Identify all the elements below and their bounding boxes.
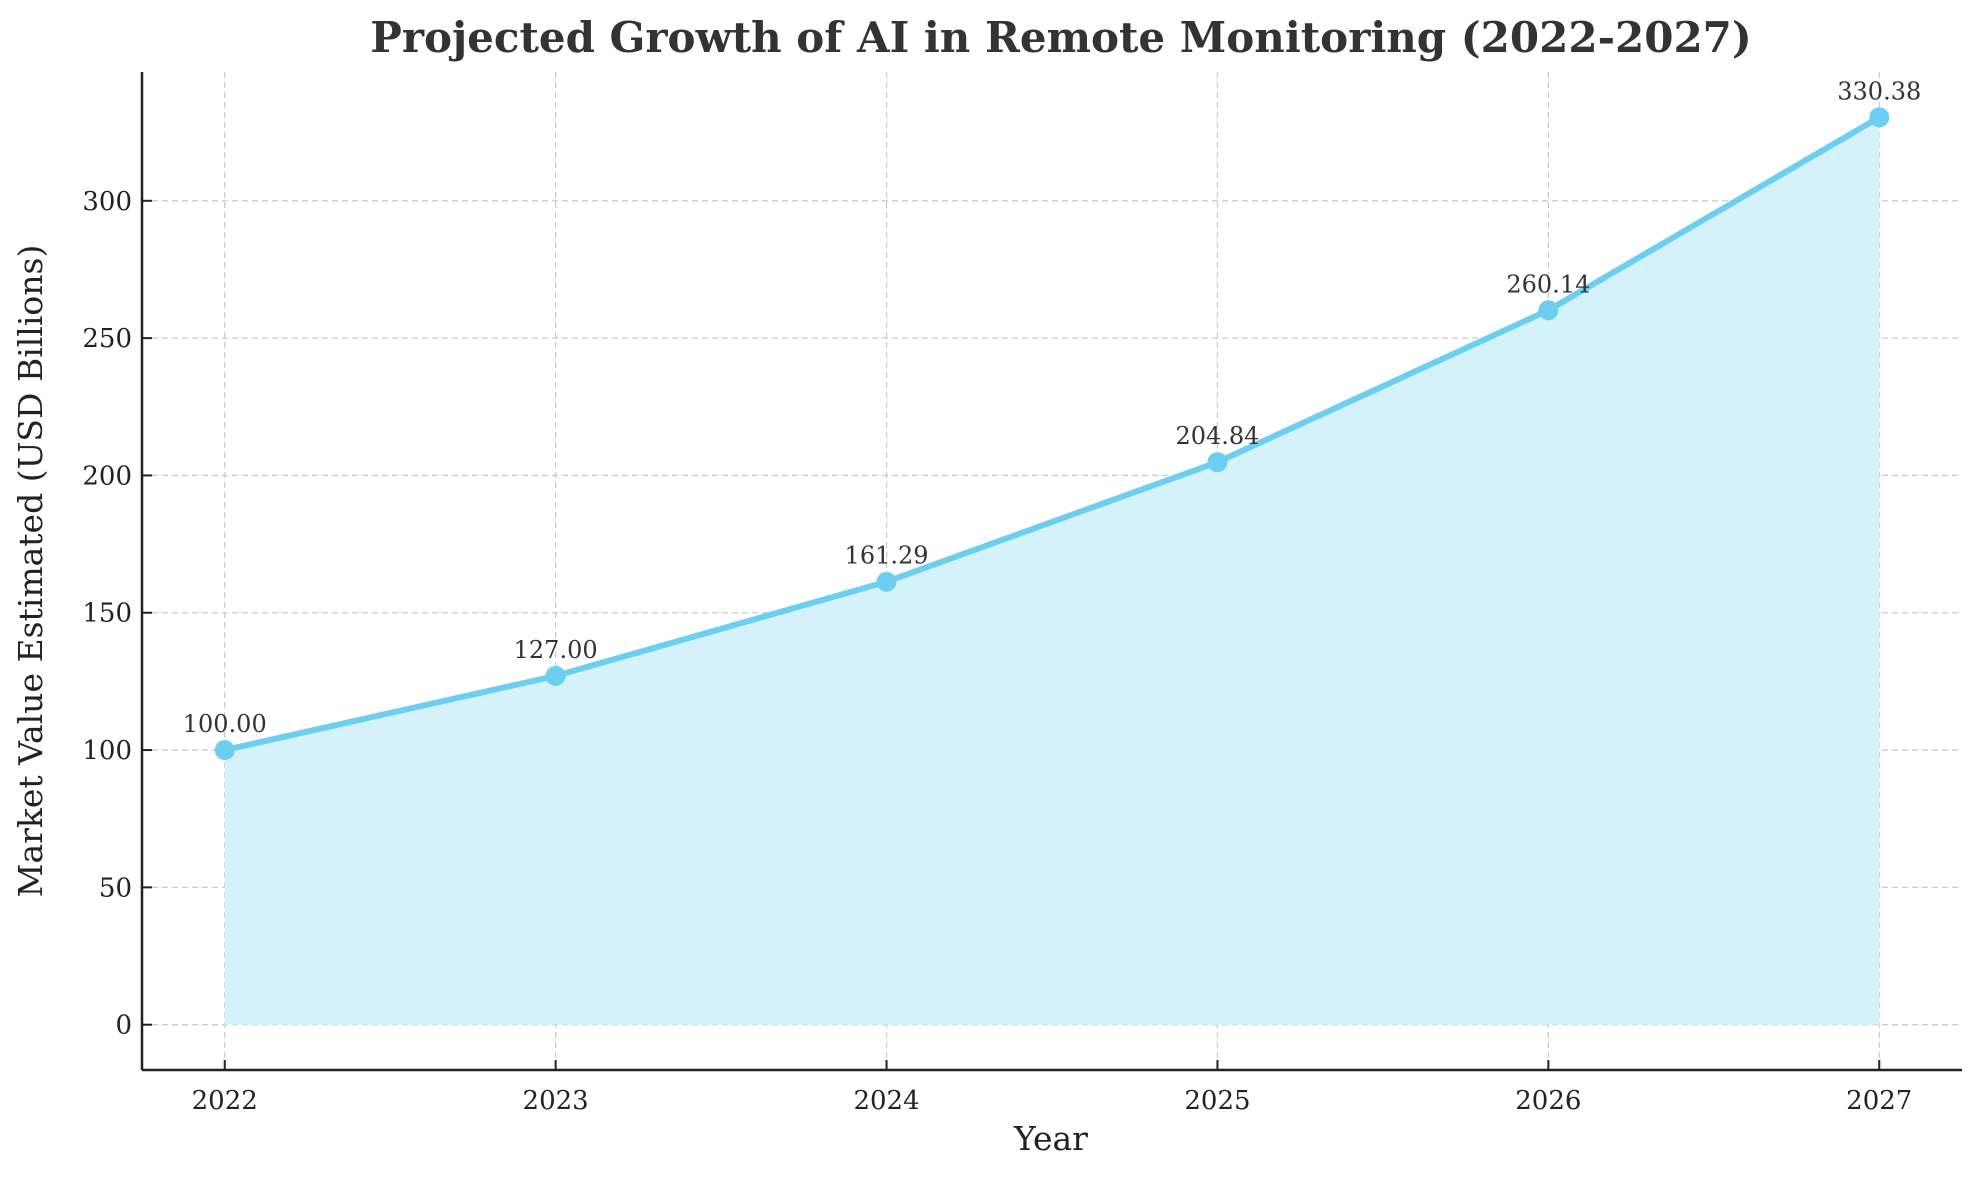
x-tick-label: 2022 bbox=[192, 1086, 258, 1116]
data-label: 204.84 bbox=[1175, 422, 1259, 450]
x-tick-label: 2027 bbox=[1846, 1086, 1912, 1116]
data-point bbox=[1207, 452, 1228, 473]
data-point bbox=[876, 571, 897, 592]
x-axis-label: Year bbox=[1013, 1119, 1088, 1158]
x-tick-label: 2025 bbox=[1184, 1086, 1250, 1116]
area-fill bbox=[224, 117, 1880, 1025]
x-tick-label: 2026 bbox=[1515, 1086, 1581, 1116]
data-label: 161.29 bbox=[845, 542, 929, 570]
y-tick-label: 50 bbox=[99, 873, 132, 903]
data-label: 330.38 bbox=[1837, 77, 1921, 105]
axes bbox=[140, 72, 1962, 1072]
chart-title: Projected Growth of AI in Remote Monitor… bbox=[370, 13, 1752, 62]
data-label: 260.14 bbox=[1506, 270, 1590, 298]
y-tick-label: 100 bbox=[82, 736, 132, 766]
y-axis-label: Market Value Estimated (USD Billions) bbox=[11, 245, 50, 898]
tick-labels: 2022 2023 2024 2025 2026 2027 0 50 100 150 200 250 3… bbox=[82, 187, 1912, 1116]
data-label: 127.00 bbox=[514, 636, 598, 664]
data-points bbox=[214, 107, 1890, 761]
data-label: 100.00 bbox=[183, 710, 267, 738]
series-line bbox=[224, 114, 1881, 753]
x-tick-label: 2023 bbox=[523, 1086, 589, 1116]
data-point bbox=[545, 665, 566, 686]
data-point bbox=[214, 740, 235, 761]
y-tick-label: 300 bbox=[82, 187, 132, 217]
data-point bbox=[1869, 107, 1890, 128]
y-tick-label: 250 bbox=[82, 324, 132, 354]
x-tick-label: 2024 bbox=[853, 1086, 919, 1116]
data-point bbox=[1538, 300, 1559, 321]
data-labels: 100.00 127.00 161.29 204.84 260.14 330.38 bbox=[183, 77, 1922, 738]
y-tick-label: 150 bbox=[82, 599, 132, 629]
y-tick-label: 0 bbox=[115, 1011, 132, 1041]
y-tick-label: 200 bbox=[82, 461, 132, 491]
